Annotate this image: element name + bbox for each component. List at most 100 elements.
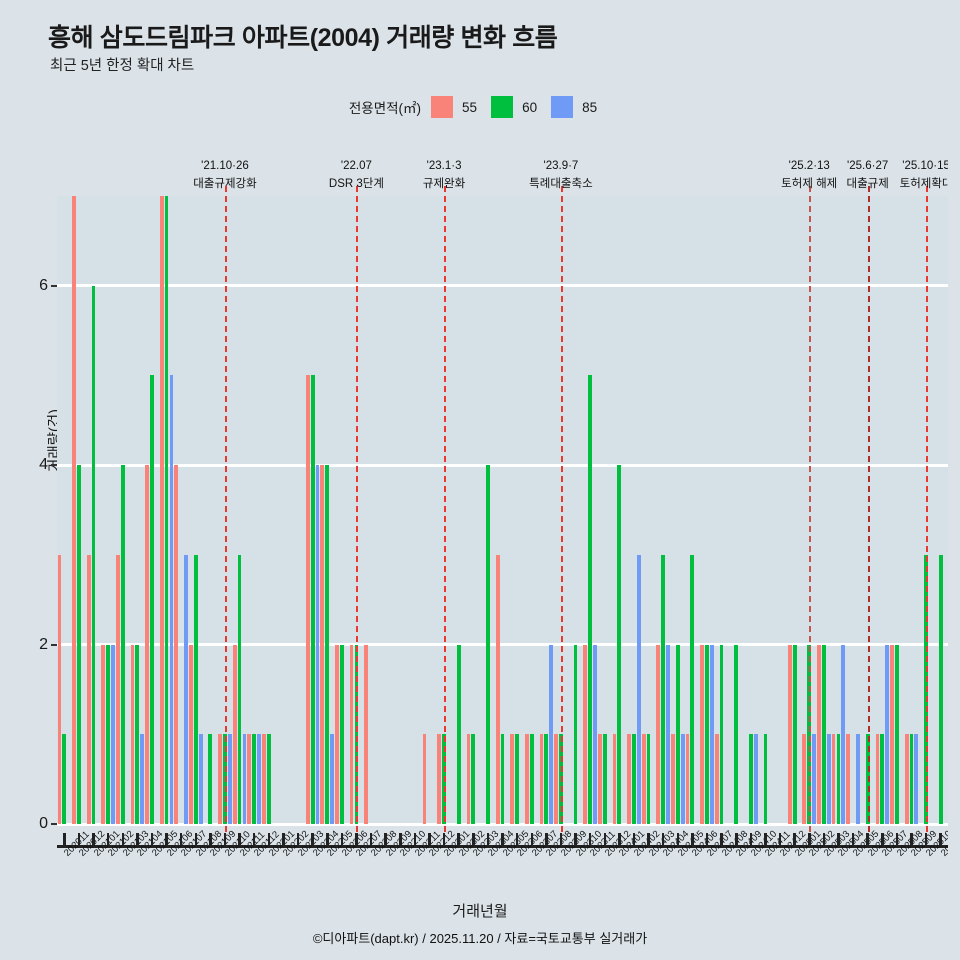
bar [807, 644, 812, 824]
event-annotation-text: 특례대출축소 [529, 178, 593, 190]
bar [632, 734, 636, 824]
bar [247, 734, 252, 824]
x-tick-mark [326, 833, 329, 846]
event-annotation-date: '23.9·7 [543, 160, 579, 172]
bar [646, 734, 651, 824]
x-tick-mark [223, 833, 227, 846]
x-tick-mark [749, 833, 753, 846]
bar [500, 734, 505, 824]
x-tick-mark [428, 833, 431, 846]
bar [748, 734, 753, 824]
bar [719, 644, 724, 824]
bar [705, 644, 709, 824]
x-tick-mark [691, 833, 694, 846]
x-tick-mark [150, 833, 154, 846]
bar [593, 644, 597, 824]
legend-item-55[interactable]: 55 [431, 96, 477, 118]
bar [671, 734, 675, 824]
x-tick-mark [252, 833, 256, 846]
bar [821, 644, 826, 824]
legend-label-60: 60 [522, 99, 538, 115]
bar [661, 554, 666, 824]
bar [573, 644, 578, 824]
x-tick-mark [296, 833, 300, 846]
bar [257, 734, 261, 824]
bar [466, 734, 471, 824]
x-tick-mark [501, 833, 504, 846]
x-tick-mark [63, 833, 66, 846]
bar [515, 734, 519, 824]
x-tick-mark [457, 833, 460, 846]
bar [690, 554, 695, 824]
bar [846, 734, 851, 824]
bar [106, 644, 111, 824]
event-annotation-text: 토허제확대 [899, 178, 953, 190]
x-tick-mark [778, 833, 782, 846]
x-tick-mark [413, 833, 417, 846]
bar [656, 644, 661, 824]
event-annotation: '23.9·7 특례대출축소 [486, 157, 636, 193]
bar [602, 734, 607, 824]
bar [880, 734, 885, 824]
event-annotation-text: DSR 3단계 [328, 178, 384, 190]
bar [130, 644, 135, 824]
x-tick-mark [910, 833, 913, 846]
bar [325, 465, 330, 824]
bar [597, 734, 602, 824]
x-tick-mark [486, 833, 490, 846]
x-tick-mark [720, 833, 723, 846]
bar [914, 734, 919, 824]
x-tick-mark [676, 833, 680, 846]
right-edge-mask [948, 0, 960, 960]
event-line [444, 186, 447, 832]
chart-subtitle: 최근 5년 한정 확대 차트 [50, 58, 195, 74]
bar [150, 375, 154, 824]
x-tick-mark [705, 833, 709, 846]
x-tick-mark [384, 833, 387, 846]
bar [159, 196, 164, 824]
bar [763, 734, 768, 824]
y-tick-mark [51, 284, 57, 287]
event-line [560, 186, 563, 832]
x-tick-mark [355, 833, 358, 846]
x-tick-mark [588, 833, 592, 846]
bar [700, 644, 705, 824]
event-annotation: '25.10·15 토허제확대 [851, 157, 960, 193]
legend-item-85[interactable]: 85 [551, 96, 597, 118]
x-tick-mark [267, 833, 271, 846]
x-tick-mark [735, 833, 738, 846]
bar [174, 465, 179, 824]
x-tick-mark [369, 833, 373, 846]
bar [320, 465, 325, 824]
bar [627, 734, 631, 824]
x-tick-mark [179, 833, 183, 846]
event-annotation-date: '21.10·26 [201, 160, 249, 172]
bar [164, 196, 169, 824]
legend-item-60[interactable]: 60 [491, 96, 537, 118]
legend: 전용면적(㎡) 55 60 85 [0, 96, 960, 118]
gridline [57, 822, 948, 826]
bar [485, 465, 490, 824]
y-tick-label: 0 [39, 815, 48, 832]
bar [86, 554, 91, 824]
bar [364, 644, 369, 824]
bar [115, 554, 120, 824]
event-annotation-text: 토허제 해제 [781, 178, 838, 190]
bar [310, 375, 315, 824]
bar [559, 734, 563, 824]
bar [57, 554, 62, 824]
bar [675, 644, 680, 824]
bar [865, 734, 870, 824]
bar [709, 644, 714, 824]
bar [140, 734, 145, 824]
bar [315, 465, 320, 824]
y-tick-label: 2 [39, 635, 48, 653]
x-tick-mark [822, 833, 826, 846]
x-tick-mark [238, 833, 241, 846]
bar [666, 644, 670, 824]
x-tick-mark [121, 833, 125, 846]
bar [135, 644, 140, 824]
x-tick-mark [209, 833, 212, 846]
x-tick-mark [632, 833, 636, 846]
bar [91, 285, 96, 824]
